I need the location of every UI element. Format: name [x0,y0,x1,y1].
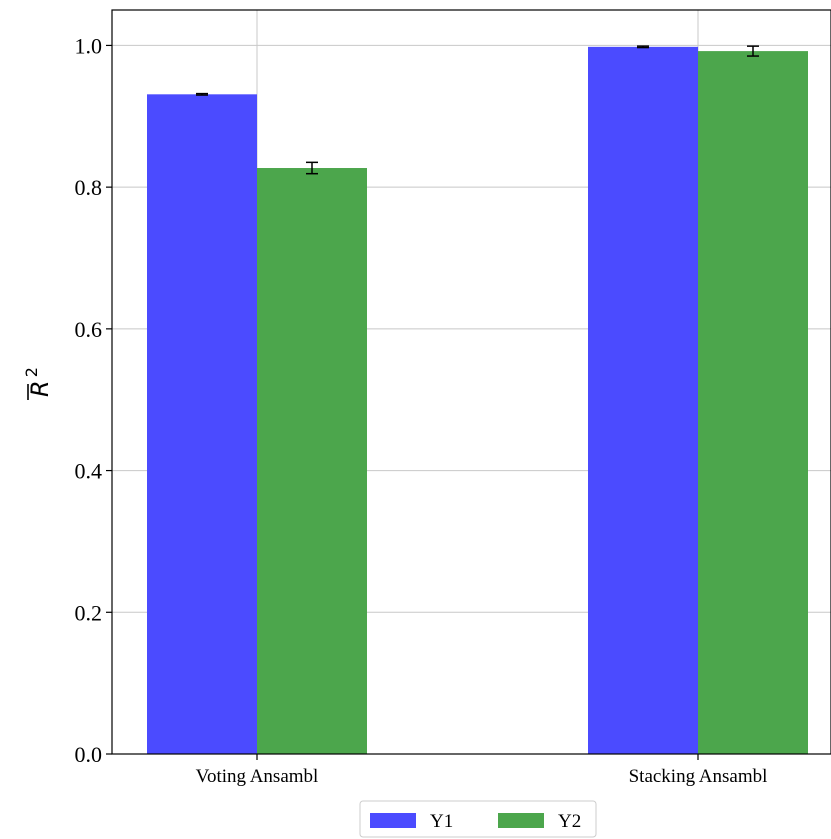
plot-frame [111,9,831,755]
y-tick-label-0: 0.0 [75,742,103,767]
y-tick-label-5: 1.0 [75,33,103,58]
x-tick-label-0: Voting Ansambl [196,766,319,787]
y-axis-label: R2 [22,367,54,397]
y-tick-label-2: 0.4 [75,459,103,484]
legend: Y1 Y2 [359,800,597,838]
legend-label-y2: Y2 [558,811,581,832]
legend-swatch-y2 [498,813,544,828]
error-bars [196,45,759,175]
bar-y1-0 [147,94,257,754]
x-tick-label-1: Stacking Ansambl [629,766,768,787]
legend-label-y1: Y1 [430,811,453,832]
y-tick-label-4: 0.8 [75,175,103,200]
y-tick-label-3: 0.6 [75,317,103,342]
y-axis-label-main: R [26,380,54,397]
legend-swatch-y1 [370,813,416,828]
y-axis-ticks: 0.0 0.2 0.4 0.6 0.8 1.0 [75,33,112,767]
bar-y2-0 [257,168,367,755]
bar-y1-1 [588,46,698,755]
bars [147,46,808,755]
x-axis-ticks: Voting Ansambl Stacking Ansambl [196,754,768,787]
y-axis-label-superscript: 2 [22,367,41,377]
y-tick-label-1: 0.2 [75,600,103,625]
bar-y2-1 [698,51,808,754]
